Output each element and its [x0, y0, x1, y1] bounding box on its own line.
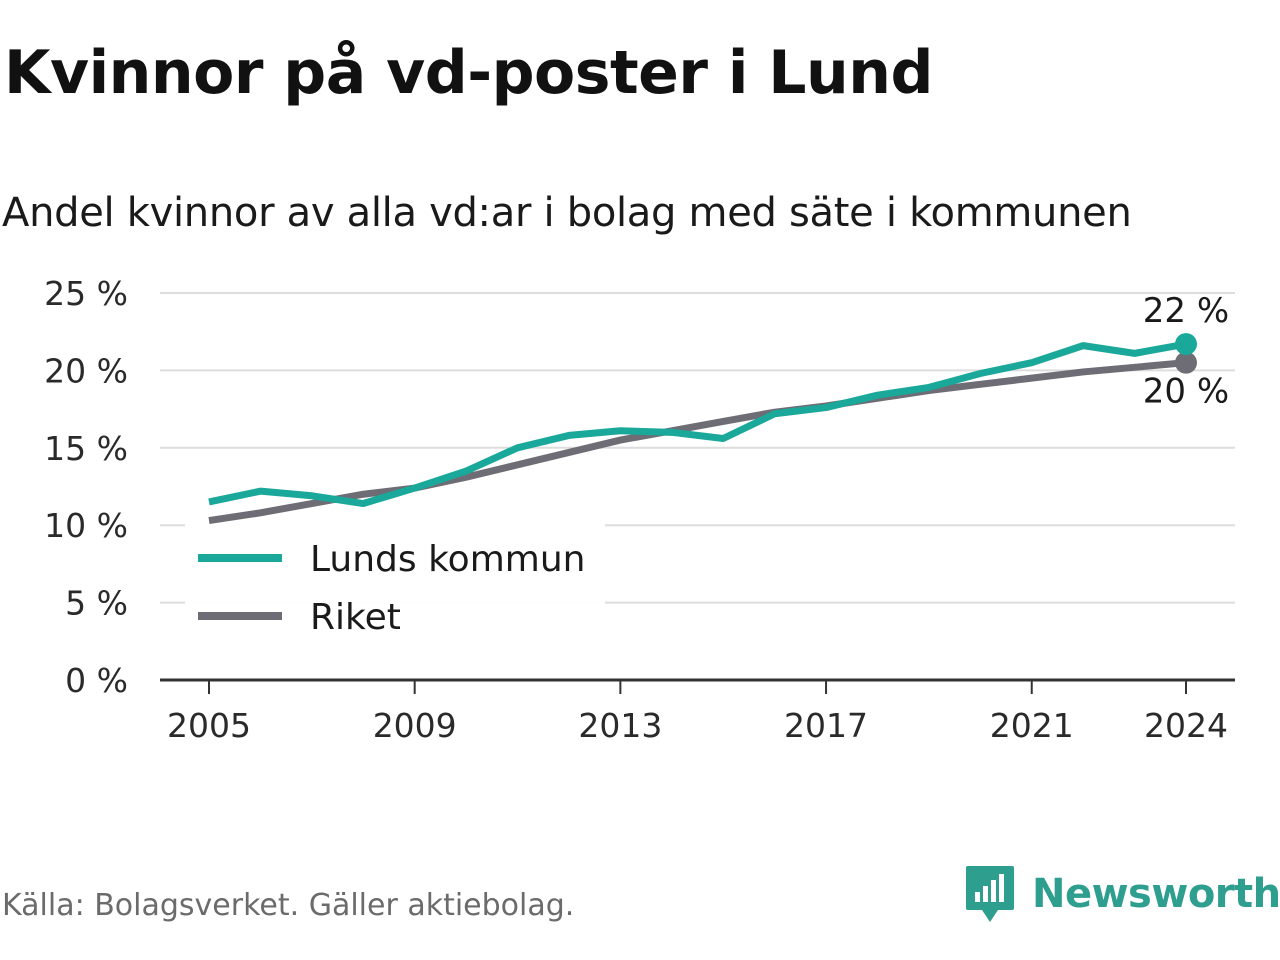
legend-box	[185, 522, 605, 642]
x-tick-label: 2024	[1144, 706, 1228, 745]
series-line	[208, 359, 1187, 525]
y-tick-label: 10 %	[44, 506, 128, 545]
legend-label: Riket	[310, 597, 401, 638]
y-tick-label: 20 %	[44, 351, 128, 390]
end-label-lund: 22 %	[1143, 291, 1229, 331]
y-tick-label: 0 %	[65, 661, 128, 700]
x-tick-label: 2021	[990, 706, 1074, 745]
y-tick-label: 5 %	[65, 584, 128, 623]
chart-subtitle: Andel kvinnor av alla vd:ar i bolag med …	[2, 190, 1132, 236]
x-tick-label: 2013	[578, 706, 662, 745]
series-line	[208, 340, 1187, 508]
y-tick-label: 25 %	[44, 274, 128, 313]
x-tick-label: 2017	[784, 706, 868, 745]
chart-title: Kvinnor på vd-poster i Lund	[4, 38, 933, 108]
source-note: Källa: Bolagsverket. Gäller aktiebolag.	[2, 888, 575, 923]
end-label-riket: 20 %	[1143, 372, 1229, 412]
x-tick-label: 2009	[373, 706, 457, 745]
series-end-point	[1175, 333, 1197, 356]
legend-label: Lunds kommun	[310, 539, 585, 580]
brand-name: Newsworthy	[1032, 871, 1280, 917]
series-end-point	[1175, 351, 1197, 374]
brand-logo: Newsworthy	[964, 864, 1280, 924]
x-tick-label: 2005	[167, 706, 251, 745]
y-tick-label: 15 %	[44, 429, 128, 468]
newsworthy-logo-icon	[966, 866, 1014, 922]
